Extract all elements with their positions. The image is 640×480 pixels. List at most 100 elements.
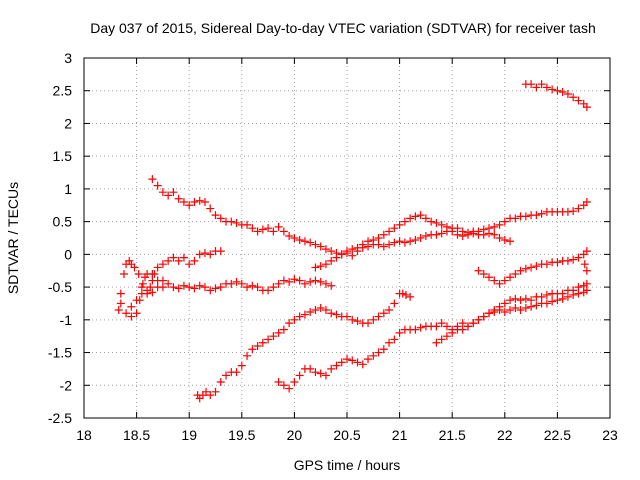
data-point bbox=[416, 211, 425, 220]
data-point bbox=[232, 277, 241, 286]
data-point bbox=[563, 207, 572, 216]
data-point bbox=[385, 240, 394, 249]
data-point bbox=[253, 227, 262, 236]
data-point bbox=[427, 217, 436, 226]
data-point bbox=[411, 235, 420, 244]
data-point bbox=[411, 212, 420, 221]
data-point bbox=[521, 304, 530, 313]
data-point bbox=[569, 286, 578, 295]
x-tick-label: 21.5 bbox=[439, 427, 466, 443]
data-point bbox=[516, 266, 525, 275]
data-point bbox=[190, 198, 199, 206]
data-point bbox=[521, 264, 530, 273]
y-tick-label: 3 bbox=[64, 50, 72, 66]
data-point bbox=[369, 351, 378, 360]
y-tick-label: 0.5 bbox=[53, 214, 73, 230]
data-point bbox=[134, 270, 143, 278]
data-point bbox=[432, 338, 441, 347]
data-point bbox=[474, 315, 483, 324]
data-point bbox=[269, 283, 278, 292]
data-point bbox=[416, 234, 425, 242]
data-point bbox=[321, 371, 330, 380]
data-point bbox=[116, 299, 125, 308]
data-point bbox=[463, 230, 472, 239]
data-point bbox=[200, 249, 209, 258]
data-point bbox=[164, 256, 173, 265]
series-track-j bbox=[521, 80, 591, 112]
data-point bbox=[569, 93, 578, 102]
data-point bbox=[374, 240, 383, 249]
data-point bbox=[500, 299, 509, 308]
y-tick-label: 1.5 bbox=[53, 148, 73, 164]
data-point bbox=[401, 290, 410, 299]
data-point bbox=[558, 88, 567, 97]
data-point bbox=[211, 387, 220, 396]
data-point bbox=[537, 209, 546, 218]
data-point bbox=[495, 234, 504, 242]
data-point bbox=[521, 212, 530, 221]
data-point bbox=[364, 319, 373, 328]
data-point bbox=[343, 355, 351, 364]
data-point bbox=[406, 292, 415, 301]
x-tick-label: 22.5 bbox=[544, 427, 571, 443]
data-point bbox=[253, 342, 262, 350]
data-point bbox=[343, 312, 351, 321]
data-point bbox=[253, 283, 262, 292]
data-point bbox=[553, 258, 562, 267]
y-tick-label: -1 bbox=[60, 312, 73, 328]
data-point bbox=[332, 310, 341, 319]
data-point bbox=[216, 247, 225, 256]
data-point bbox=[222, 371, 231, 380]
data-point bbox=[511, 304, 520, 313]
data-point bbox=[311, 263, 320, 272]
data-point bbox=[174, 256, 183, 265]
data-point bbox=[337, 358, 346, 367]
data-point bbox=[490, 222, 499, 231]
data-point bbox=[153, 181, 162, 190]
data-point bbox=[306, 277, 315, 286]
data-point bbox=[264, 286, 273, 295]
data-point bbox=[337, 250, 346, 259]
data-point bbox=[211, 284, 220, 293]
data-point bbox=[279, 276, 288, 285]
data-point bbox=[327, 309, 336, 318]
data-point bbox=[290, 315, 299, 324]
y-tick-label: 2 bbox=[64, 115, 72, 131]
data-point bbox=[148, 270, 157, 278]
data-point bbox=[395, 237, 404, 246]
data-point bbox=[243, 220, 252, 229]
x-tick-label: 18 bbox=[76, 427, 92, 443]
data-point bbox=[306, 238, 315, 247]
data-point bbox=[385, 338, 394, 347]
data-point bbox=[285, 319, 294, 328]
data-point bbox=[185, 201, 194, 210]
data-point bbox=[490, 306, 499, 314]
data-point bbox=[227, 217, 236, 226]
data-point bbox=[416, 323, 425, 332]
data-point bbox=[395, 328, 404, 337]
data-point bbox=[216, 283, 225, 292]
data-point bbox=[469, 319, 478, 328]
data-point bbox=[158, 260, 167, 269]
data-point bbox=[574, 253, 583, 262]
data-point bbox=[485, 224, 494, 233]
data-point bbox=[532, 262, 541, 271]
data-point bbox=[295, 312, 304, 321]
data-point bbox=[532, 83, 541, 92]
data-point bbox=[311, 368, 320, 377]
data-point bbox=[542, 299, 551, 308]
data-point bbox=[437, 229, 446, 238]
series-track-b bbox=[116, 247, 225, 321]
data-point bbox=[279, 325, 288, 334]
data-point bbox=[274, 279, 283, 288]
data-point bbox=[285, 232, 294, 241]
data-point bbox=[348, 251, 357, 260]
data-point bbox=[495, 220, 504, 229]
y-tick-label: 2.5 bbox=[53, 83, 73, 99]
data-point bbox=[295, 276, 304, 285]
data-point bbox=[348, 315, 357, 324]
data-point bbox=[174, 284, 183, 293]
series-track-h bbox=[432, 279, 591, 347]
y-tick-label: -2 bbox=[60, 377, 73, 393]
data-point bbox=[321, 306, 330, 314]
